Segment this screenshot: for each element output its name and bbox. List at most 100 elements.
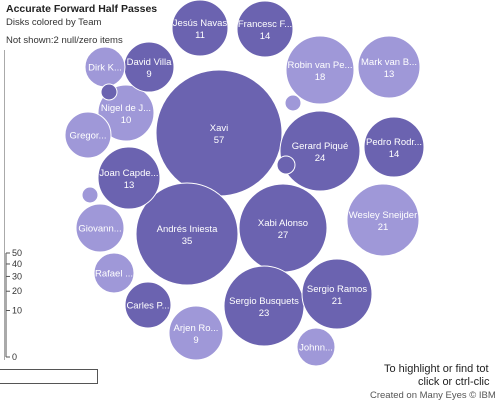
bubble-label: Sergio Ramos [307,284,367,295]
bubble-dirk-kuyt[interactable]: Dirk K... [84,46,126,88]
bubble-label: Andrés Iniesta [157,224,218,235]
bubble-label: Giovann... [78,224,121,235]
bubble-label: Gerard Piqué [292,141,349,152]
bubble-label: Johnn... [299,343,333,354]
hint-text-line1: To highlight or find tot [384,363,489,375]
bubble-pedro-rodr[interactable]: Pedro Rodr...14 [363,116,425,178]
bubble-label: Francesc F... [238,19,292,30]
bubble-francesc-f[interactable]: Francesc F...14 [236,0,294,58]
bubble-value: 14 [260,31,271,42]
bubble-label: Robin van Pe... [288,60,353,71]
bubble-disk[interactable] [236,0,294,58]
bubble-value: 18 [315,72,326,83]
bubble-disk[interactable] [168,305,224,361]
bubble-disk[interactable] [346,183,420,257]
bubble-value: 13 [384,69,395,80]
bubble-label: David Villa [127,57,172,68]
size-legend-tick-label: 10 [12,305,22,315]
bubble-value: 14 [389,149,400,160]
bubble-gregory[interactable]: Gregor... [64,111,112,159]
bubble-value: 9 [146,69,151,80]
size-legend-tick-label: 40 [12,259,22,269]
bubble-label: Mark van B... [361,57,417,68]
bubble-value: 35 [182,236,193,247]
bubble-john-heitinga[interactable]: Johnn... [296,327,336,367]
bubble-value: 11 [195,30,205,41]
bubble-label: Sergio Busquets [229,296,299,307]
bubble-disk[interactable] [64,111,112,159]
bubble-value: 13 [124,180,135,191]
bubble-label: Xavi [210,123,228,134]
bubble-disk[interactable] [301,258,373,330]
bubble-small-2[interactable] [100,83,118,101]
bubble-small-3[interactable] [276,155,296,175]
bubble-giovanni[interactable]: Giovann... [75,203,125,253]
chart-title: Accurate Forward Half Passes [6,3,158,15]
bubble-disk[interactable] [100,83,118,101]
bubble-disk[interactable] [124,281,172,329]
chart-subtitle: Disks colored by Team [6,17,102,28]
bubble-disk[interactable] [97,146,161,210]
bubble-disk[interactable] [284,94,302,112]
bubble-value: 10 [121,115,132,126]
left-divider [4,50,5,360]
bubble-joan-capdevila[interactable]: Joan Capde...13 [97,146,161,210]
bubble-small-1[interactable] [284,94,302,112]
bubble-disk[interactable] [363,116,425,178]
bubble-label: Wesley Sneijder [349,210,417,221]
bubble-disk[interactable] [75,203,125,253]
bubble-label: Gregor... [70,131,107,142]
bubble-disk[interactable] [81,186,99,204]
bubble-small-4[interactable] [81,186,99,204]
size-legend-tick-label: 30 [12,271,22,281]
bubble-carles-puyol[interactable]: Carles P... [124,281,172,329]
bubble-value: 21 [332,296,343,307]
bubble-disk[interactable] [357,35,421,99]
bubble-label: Nigel de J... [101,103,151,114]
bubble-label: Carles P... [126,301,169,312]
bubble-mark-van-b[interactable]: Mark van B...13 [357,35,421,99]
bubble-disk[interactable] [285,35,355,105]
bubble-value: 23 [259,308,270,319]
search-input[interactable] [0,369,98,384]
bubble-label: Joan Capde... [99,168,158,179]
bubble-value: 9 [193,335,198,346]
bubble-label: Pedro Rodr... [366,137,422,148]
bubble-rafael-van-der-vaart[interactable]: Rafael ... [93,252,135,294]
bubble-value: 24 [315,153,326,164]
credit-text: Created on Many Eyes © IBM [370,390,496,401]
hint-text-line2: click or ctrl-clic [418,376,490,388]
size-legend-tick-label: 20 [12,286,22,296]
bubble-label: Rafael ... [95,269,133,280]
bubble-label: Dirk K... [88,63,122,74]
bubble-disk[interactable] [279,110,361,192]
bubble-disk[interactable] [93,252,135,294]
bubble-value: 21 [378,222,389,233]
bubble-robin-van-persie[interactable]: Robin van Pe...18 [285,35,355,105]
size-legend-tick-label: 0 [12,352,17,362]
bubble-disk[interactable] [171,0,229,57]
bubble-label: Arjen Ro... [174,323,219,334]
bubble-value: 57 [214,135,225,146]
not-shown-note: Not shown:2 null/zero items [6,35,123,46]
bubble-value: 27 [278,230,289,241]
bubble-disk[interactable] [296,327,336,367]
bubble-label: Jesús Navas [173,18,228,29]
size-legend-tick-label: 50 [12,248,22,258]
bubble-disk[interactable] [135,182,239,286]
bubble-arjen-robben[interactable]: Arjen Ro...9 [168,305,224,361]
bubble-disk[interactable] [276,155,296,175]
bubble-label: Xabi Alonso [258,218,308,229]
